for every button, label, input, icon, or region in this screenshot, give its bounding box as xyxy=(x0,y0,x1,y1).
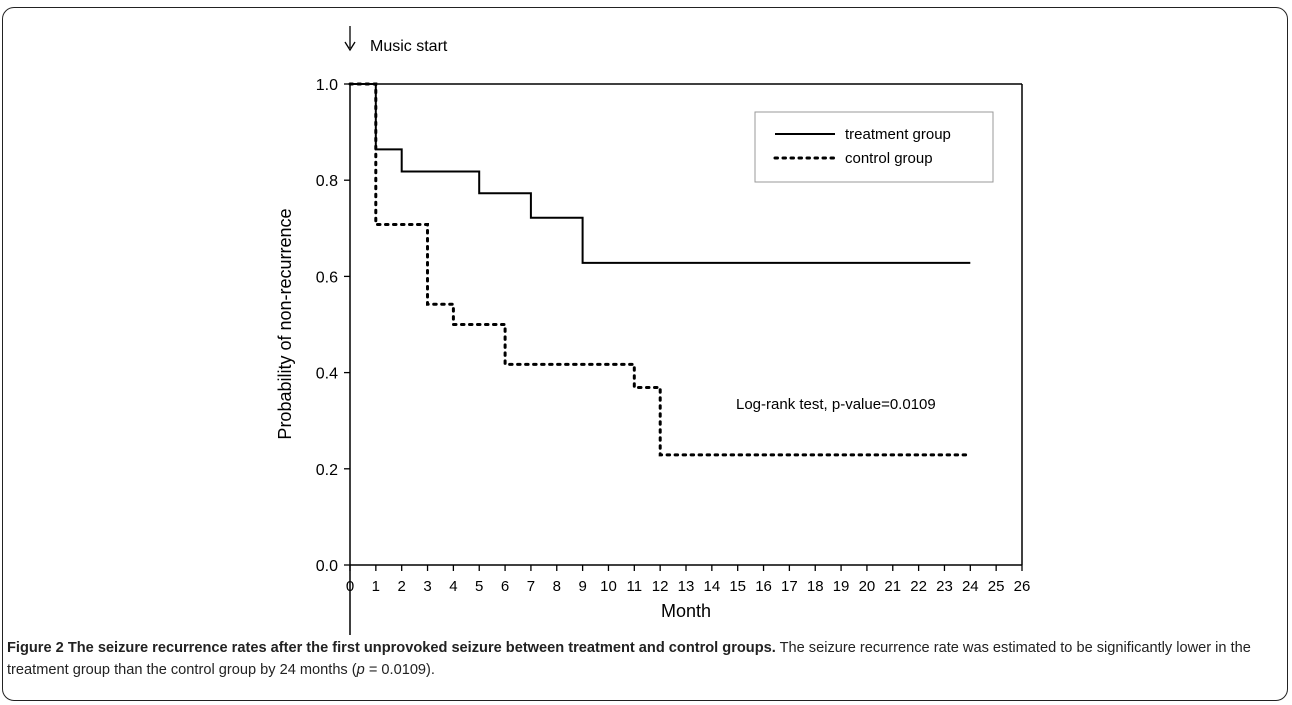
x-tick-label: 18 xyxy=(807,578,824,595)
figure-frame xyxy=(2,7,1288,701)
km-chart: 0.00.20.40.60.81.0 0 1 2 3 4 5 6 7 8 9 10 11 12 13 14 1… xyxy=(275,26,1031,635)
y-tick-label: 0.8 xyxy=(316,173,338,190)
x-tick-label: 4 xyxy=(449,578,457,595)
y-tick-label: 0.2 xyxy=(316,462,338,479)
x-tick-label: 21 xyxy=(884,578,901,595)
x-tick-group: 0 1 2 3 4 5 6 7 8 9 10 11 12 13 14 15 16 17 18 19 20 21 22 23 24… xyxy=(346,565,1031,595)
x-tick-label: 12 xyxy=(652,578,669,595)
x-tick-label: 25 xyxy=(988,578,1005,595)
x-tick-label: 24 xyxy=(962,578,979,595)
caption-body-after: = 0.0109). xyxy=(364,662,435,678)
y-axis-label: Probability of non-recurrence xyxy=(275,208,295,439)
y-tick-label: 1.0 xyxy=(316,77,338,94)
x-tick-label: 22 xyxy=(910,578,927,595)
y-tick-label: 0.4 xyxy=(316,366,338,383)
series-line-control xyxy=(348,82,972,457)
music-start-label: Music start xyxy=(370,38,448,55)
x-tick-label: 19 xyxy=(833,578,850,595)
music-start-annotation: Music start xyxy=(344,26,448,55)
series-layer xyxy=(348,82,972,457)
x-tick-label: 26 xyxy=(1014,578,1031,595)
caption-p-symbol: p xyxy=(356,662,365,678)
x-axis-label: Month xyxy=(661,601,711,621)
caption-body-before: The seizure recurrence rate was estimate… xyxy=(7,640,1251,678)
x-tick-label: 6 xyxy=(501,578,509,595)
x-tick-label: 2 xyxy=(398,578,406,595)
x-tick-label: 3 xyxy=(423,578,431,595)
x-tick-label: 16 xyxy=(755,578,772,595)
x-tick-label: 11 xyxy=(627,578,643,595)
x-tick-label: 7 xyxy=(527,578,535,595)
x-tick-label: 5 xyxy=(475,578,483,595)
y-tick-label: 0.0 xyxy=(316,558,338,575)
legend: treatment group control group xyxy=(754,111,994,183)
x-tick-label: 17 xyxy=(781,578,798,595)
y-tick-group: 0.0 0.2 0.4 0.6 0.8 1.0 xyxy=(316,77,350,575)
x-tick-label: 13 xyxy=(678,578,695,595)
x-tick-label: 15 xyxy=(729,578,746,595)
x-tick-label: 23 xyxy=(936,578,953,595)
arrow-head-icon xyxy=(344,41,356,52)
x-tick-label: 10 xyxy=(600,578,617,595)
caption-lead: Figure 2 The seizure recurrence rates af… xyxy=(7,640,776,656)
legend-label-control: control group xyxy=(845,150,933,167)
x-tick-label: 9 xyxy=(578,578,586,595)
figure-caption: Figure 2 The seizure recurrence rates af… xyxy=(7,637,1277,681)
x-tick-label: 20 xyxy=(859,578,876,595)
x-tick-label: 1 xyxy=(372,578,380,595)
x-tick-label: 14 xyxy=(704,578,721,595)
legend-label-treatment: treatment group xyxy=(845,126,951,143)
y-tick-label: 0.6 xyxy=(316,269,338,286)
log-rank-annotation: Log-rank test, p-value=0.0109 xyxy=(736,396,936,413)
x-tick-label: 0 xyxy=(346,578,354,595)
x-tick-label: 8 xyxy=(553,578,561,595)
legend-box xyxy=(754,111,994,183)
